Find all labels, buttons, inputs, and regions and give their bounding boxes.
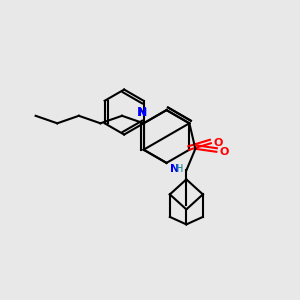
Text: N: N xyxy=(137,108,147,118)
Text: H: H xyxy=(176,164,183,174)
Text: N: N xyxy=(169,164,179,174)
Text: O: O xyxy=(219,147,229,157)
Text: O: O xyxy=(214,138,223,148)
Text: N: N xyxy=(137,106,147,119)
